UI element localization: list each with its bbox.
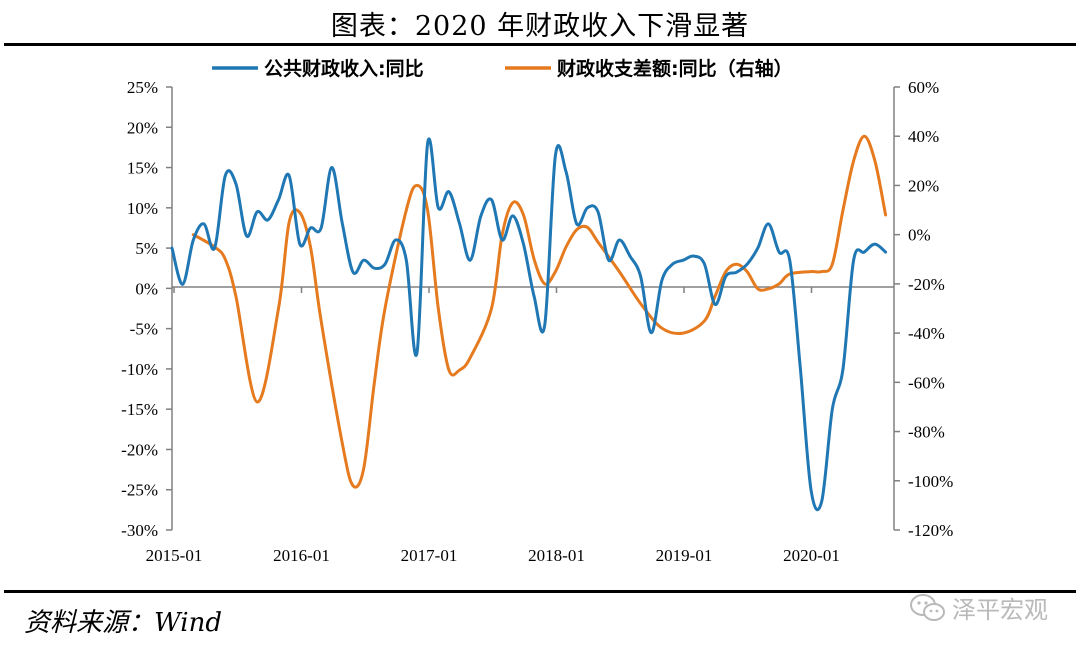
- wechat-icon: [910, 593, 945, 621]
- left-axis: 25% 20% 15% 10% 5% 0% -5% -10% -15% -20% -25% -30%: [121, 78, 173, 540]
- left-tick-label: -15%: [121, 400, 158, 419]
- right-tick-label: -80%: [908, 423, 945, 442]
- right-tick-label: -20%: [908, 275, 945, 294]
- source-label: 资料来源：Wind: [24, 608, 222, 638]
- x-tick-label: 2020-01: [783, 546, 840, 565]
- bottom-rule: [4, 590, 1076, 593]
- series-balance-line: [191, 134, 888, 489]
- legend: 公共财政收入:同比 财政收支差额:同比（右轴）: [212, 57, 793, 80]
- line-chart: 公共财政收入:同比 财政收支差额:同比（右轴） 25% 20% 15% 10% 5% 0% -…: [121, 57, 953, 565]
- chart-title: 图表：2020 年财政收入下滑显著: [330, 11, 750, 42]
- x-tick-label: 2016-01: [273, 546, 330, 565]
- left-tick-label: 15%: [127, 159, 158, 178]
- left-tick-label: 20%: [127, 118, 158, 137]
- left-tick-label: 5%: [135, 239, 158, 258]
- x-tick-label: 2018-01: [528, 546, 585, 565]
- right-tick-label: 60%: [908, 78, 939, 97]
- right-tick-label: 20%: [908, 176, 939, 195]
- left-tick-label: 25%: [127, 78, 158, 97]
- top-rule: [4, 43, 1076, 46]
- right-tick-label: -40%: [908, 324, 945, 343]
- right-tick-label: 40%: [908, 127, 939, 146]
- right-tick-label: -60%: [908, 373, 945, 392]
- right-tick-label: -100%: [908, 472, 953, 491]
- series-lines: [170, 134, 888, 512]
- x-tick-label: 2017-01: [401, 546, 458, 565]
- left-tick-label: -25%: [121, 481, 158, 500]
- left-tick-label: 0%: [135, 279, 158, 298]
- watermark-text: 泽平宏观: [952, 596, 1048, 624]
- x-tick-label: 2015-01: [146, 546, 203, 565]
- x-tick-label: 2019-01: [656, 546, 713, 565]
- legend-label-revenue: 公共财政收入:同比: [264, 57, 424, 80]
- right-tick-label: 0%: [908, 226, 931, 245]
- right-tick-label: -120%: [908, 521, 953, 540]
- left-tick-label: -30%: [121, 521, 158, 540]
- legend-label-balance: 财政收支差额:同比（右轴）: [557, 57, 793, 80]
- watermark: 泽平宏观: [910, 590, 1048, 625]
- right-axis: 60% 40% 20% 0% -20% -40% -60% -80% -100% -120%: [893, 78, 953, 540]
- left-tick-label: 10%: [127, 199, 158, 218]
- left-tick-label: -5%: [130, 320, 158, 339]
- left-tick-label: -20%: [121, 440, 158, 459]
- left-tick-label: -10%: [121, 360, 158, 379]
- x-axis: 2015-01 2016-01 2017-01 2018-01 2019-01 2020-…: [146, 286, 894, 565]
- series-revenue-line: [170, 137, 888, 512]
